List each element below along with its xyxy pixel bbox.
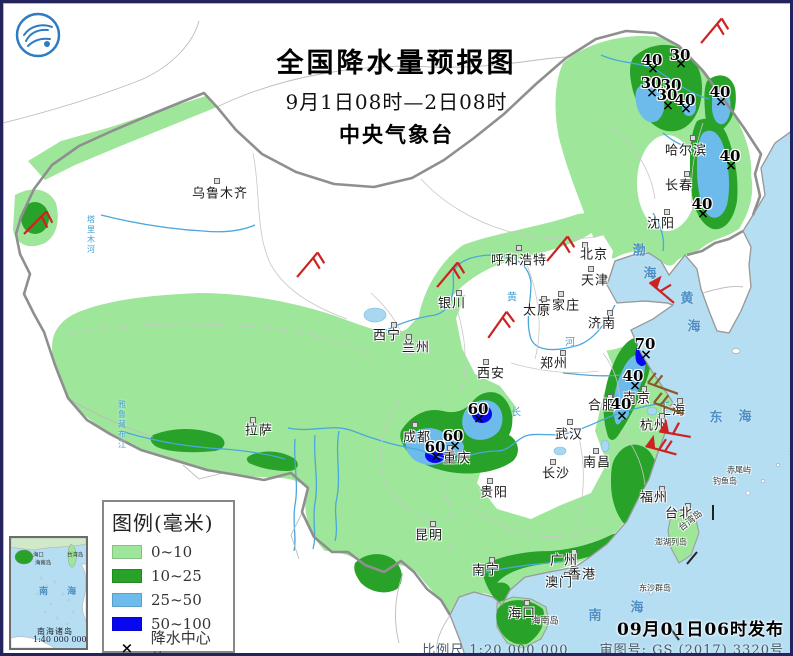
legend-label: 25~50 — [151, 591, 202, 609]
legend-swatch-10-25 — [112, 569, 142, 583]
cma-logo — [15, 12, 61, 58]
x-marker-icon: × — [120, 639, 134, 656]
legend-row: 50~100 — [112, 612, 225, 636]
legend-row: 0~10 — [112, 540, 225, 564]
legend-label: 50~100 — [151, 615, 212, 633]
rivers — [100, 54, 710, 576]
legend-row: 10~25 — [112, 564, 225, 588]
legend-swatch-50-100 — [112, 617, 142, 631]
inset-label-hainandao: 海南岛 — [35, 559, 52, 567]
inset-name: 南海诸岛 — [37, 627, 73, 636]
inset-label-taiwandao: 台湾岛 — [67, 551, 84, 559]
foreign-borders — [3, 20, 744, 653]
inset-map — [11, 538, 86, 648]
south-china-sea-inset: 海口 海南岛 台湾岛 南 海 南海诸岛 1:40 000 000 — [9, 536, 88, 650]
legend-label: 10~25 — [151, 567, 202, 585]
map-scale: 比例尺 1:20 000 000 — [422, 643, 569, 656]
maritime-boundary-marks — [670, 505, 714, 641]
scale-and-approval: 比例尺 1:20 000 000 审图号: GS (2017) 3320号 — [422, 639, 784, 656]
inset-scale: 1:40 000 000 — [33, 635, 87, 644]
taiwan-island — [667, 507, 700, 564]
small-islands — [649, 450, 790, 595]
legend: 图例(毫米) 0~10 10~25 25~50 50~100 × 降水中心值 — [102, 500, 235, 653]
release-time: 09月01日06时发布 — [617, 620, 784, 640]
legend-swatch-25-50 — [112, 593, 142, 607]
legend-row-center-marker: × 降水中心值 — [112, 629, 225, 656]
legend-title: 图例(毫米) — [112, 511, 214, 535]
approval-number: 审图号: GS (2017) 3320号 — [599, 643, 784, 656]
legend-swatch-0-10 — [112, 545, 142, 559]
legend-label: 降水中心值 — [150, 629, 211, 653]
legend-row: 25~50 — [112, 588, 225, 612]
lakes — [363, 307, 658, 456]
china-national-border — [14, 29, 763, 616]
province-borders — [68, 122, 704, 556]
inset-sea-label: 南 海 — [39, 587, 85, 597]
inset-label-haikou: 海口 — [33, 551, 44, 559]
legend-label: 0~10 — [151, 543, 193, 561]
